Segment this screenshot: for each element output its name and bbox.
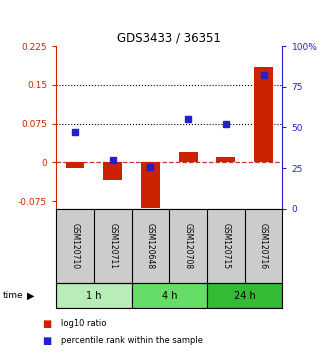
Text: ■: ■ bbox=[42, 336, 51, 346]
Title: GDS3433 / 36351: GDS3433 / 36351 bbox=[117, 32, 221, 45]
Bar bbox=[141, 162, 160, 208]
Text: 24 h: 24 h bbox=[234, 291, 256, 301]
Text: GSM120711: GSM120711 bbox=[108, 223, 117, 269]
Text: GSM120716: GSM120716 bbox=[259, 223, 268, 269]
Text: log10 ratio: log10 ratio bbox=[61, 319, 106, 329]
Bar bbox=[254, 67, 273, 162]
Text: 1 h: 1 h bbox=[86, 291, 102, 301]
Bar bbox=[65, 162, 84, 167]
Bar bbox=[132, 283, 207, 308]
Bar bbox=[216, 157, 235, 162]
Text: GSM120648: GSM120648 bbox=[146, 223, 155, 269]
Text: GSM120715: GSM120715 bbox=[221, 223, 230, 269]
Bar bbox=[56, 283, 132, 308]
Text: 4 h: 4 h bbox=[161, 291, 177, 301]
Text: GSM120708: GSM120708 bbox=[184, 223, 193, 269]
Text: GSM120710: GSM120710 bbox=[71, 223, 80, 269]
Bar bbox=[207, 283, 282, 308]
Bar bbox=[179, 152, 198, 162]
Text: ■: ■ bbox=[42, 319, 51, 329]
Bar bbox=[103, 162, 122, 181]
Text: percentile rank within the sample: percentile rank within the sample bbox=[61, 336, 203, 345]
Text: ▶: ▶ bbox=[27, 291, 35, 301]
Text: time: time bbox=[3, 291, 24, 300]
